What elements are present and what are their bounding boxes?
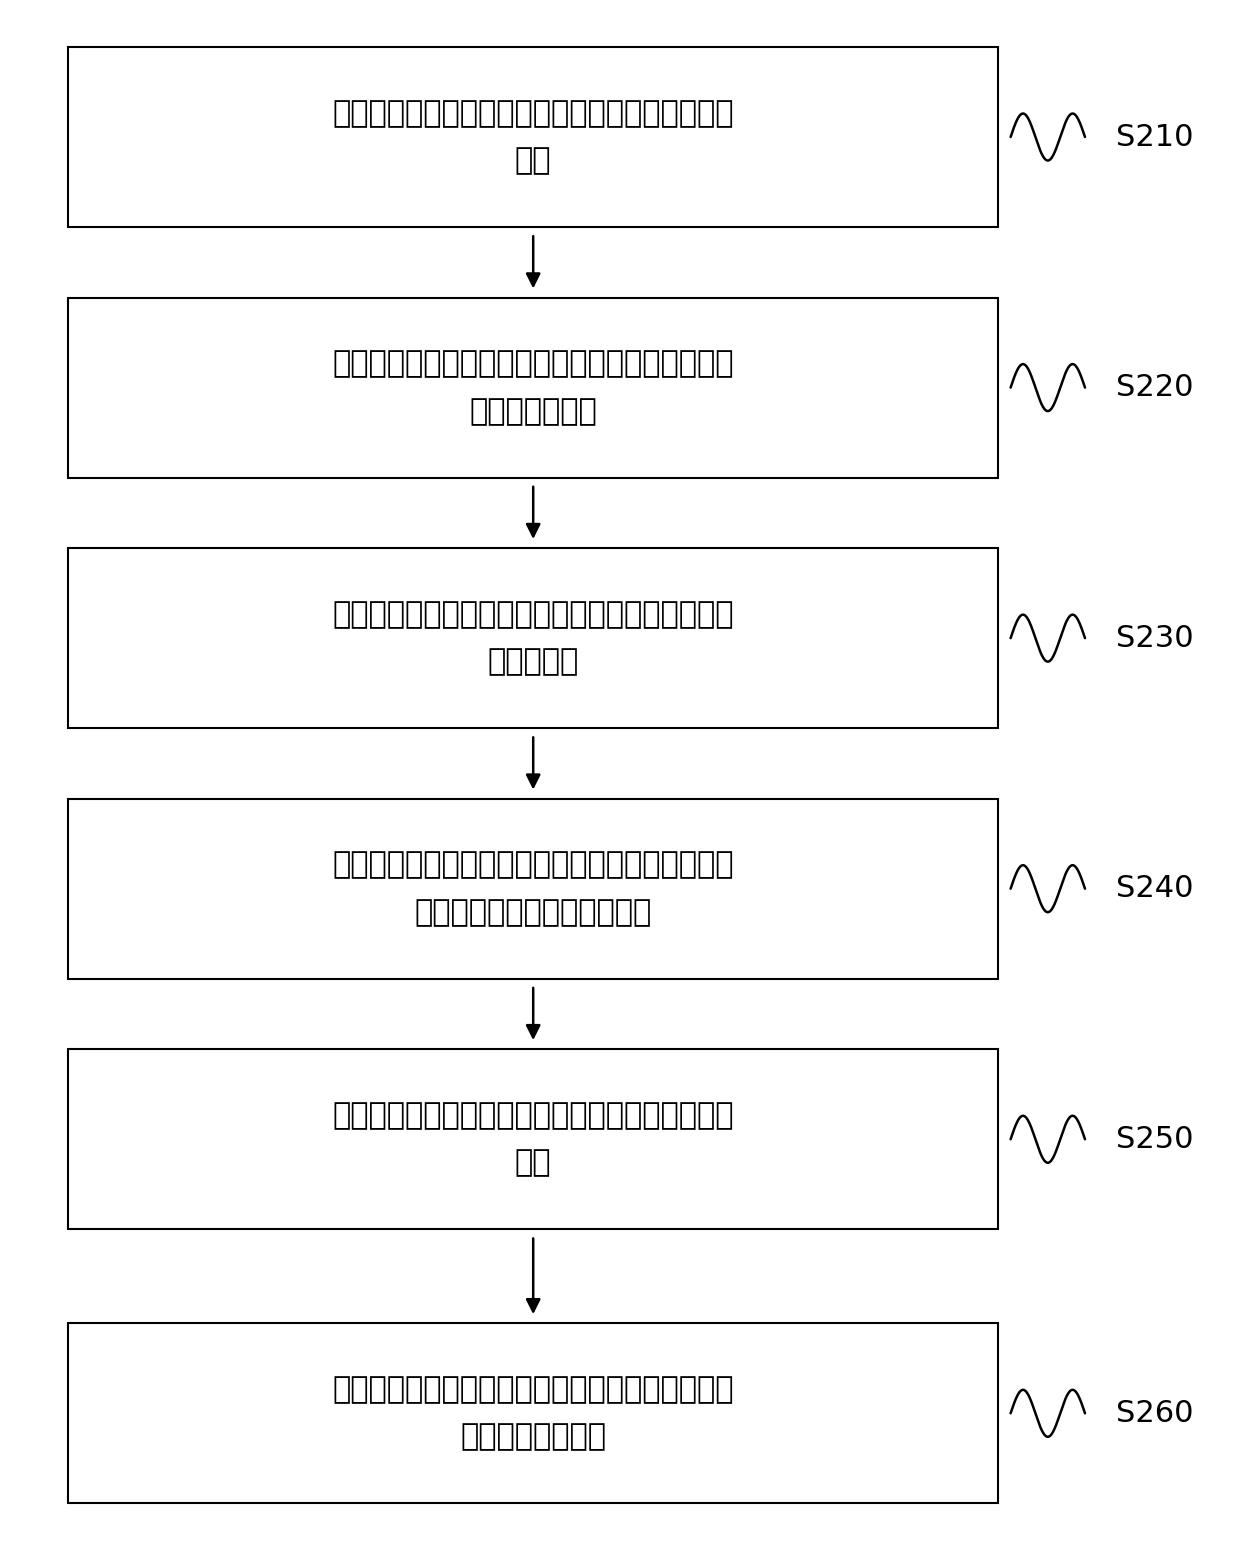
Bar [68,1323,998,1503]
Text: 根据获取的变道请求，确定当前车辆待变换的目标
车道: 根据获取的变道请求，确定当前车辆待变换的目标 车道 [332,99,734,175]
Text: S220: S220 [1116,373,1193,402]
Bar [68,1049,998,1229]
Bar [68,799,998,979]
Text: 根据所述转角，控制所述方向盘，使所述当前车辆
驶入所述目标车道: 根据所述转角，控制所述方向盘，使所述当前车辆 驶入所述目标车道 [332,1375,734,1452]
Text: S210: S210 [1116,122,1193,152]
Bar [68,298,998,478]
Text: 获取所述当前车辆上车载摄像头输出的所述目标车
道的车道线信息: 获取所述当前车辆上车载摄像头输出的所述目标车 道的车道线信息 [332,349,734,426]
Text: 根据所述目标点的参数信息，确定所述当前车辆变
换至所述目标车道的换道轨迹: 根据所述目标点的参数信息，确定所述当前车辆变 换至所述目标车道的换道轨迹 [332,850,734,927]
Text: S260: S260 [1116,1398,1193,1428]
Text: 根据所述车道线信息，确定所述目标车道上目标点
的参数信息: 根据所述车道线信息，确定所述目标车道上目标点 的参数信息 [332,600,734,677]
Text: S250: S250 [1116,1124,1193,1154]
Text: S230: S230 [1116,623,1194,653]
Bar [68,548,998,728]
Text: S240: S240 [1116,874,1193,904]
Text: 根据所述换道轨迹，确定所述当前车辆上方向盘的
转角: 根据所述换道轨迹，确定所述当前车辆上方向盘的 转角 [332,1101,734,1178]
Bar [68,47,998,227]
